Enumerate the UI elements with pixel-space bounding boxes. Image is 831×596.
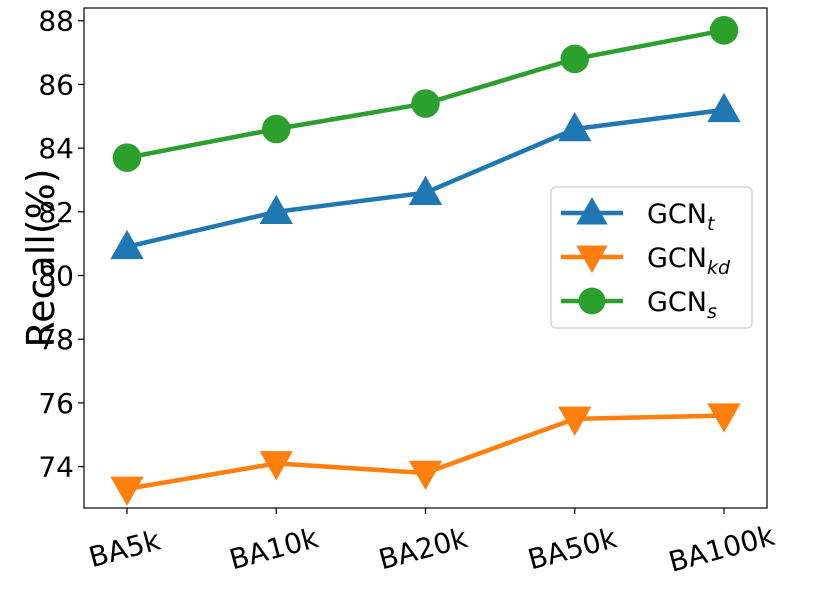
x-tick-label: BA5k (85, 523, 164, 574)
legend-label: GCNt (647, 199, 716, 235)
legend-marker (578, 287, 606, 315)
series-layer (110, 16, 741, 506)
x-tick-label: BA20k (375, 521, 471, 576)
legend-marker (576, 245, 608, 273)
y-tick-label: 84 (38, 132, 74, 165)
data-point-gcn-t (259, 194, 293, 225)
x-tick-labels: BA5k BA10k BA20k BA50k BA100k (85, 519, 778, 579)
data-point-gcn-s (261, 114, 291, 144)
x-tick-label: BA100k (665, 519, 779, 579)
data-point-gcn-t (408, 175, 443, 205)
y-tick-label: 86 (38, 68, 74, 101)
data-point-gcn-t (707, 92, 741, 123)
y-tick-label: 88 (38, 5, 74, 38)
y-tick-label: 76 (38, 387, 74, 420)
y-tick-labels: 74 76 78 80 82 84 86 88 (38, 5, 74, 484)
data-point-gcn-s (560, 44, 590, 74)
y-tick-label: 78 (38, 323, 74, 356)
legend-marker (576, 197, 608, 225)
x-tick-marks (126, 508, 725, 514)
y-tick-marks (78, 20, 84, 468)
y-tick-label: 82 (38, 196, 74, 229)
legend: GCNt GCNkd GCNs (550, 186, 753, 329)
y-tick-label: 74 (38, 451, 74, 484)
plot-frame (83, 7, 768, 509)
legend-label: GCNs (647, 287, 717, 323)
data-point-gcn-kd (110, 476, 144, 506)
data-point-gcn-s (112, 143, 142, 172)
data-point-gcn-t (110, 229, 144, 260)
y-tick-label: 80 (38, 260, 74, 293)
data-point-gcn-kd (408, 460, 443, 490)
x-tick-label: BA10k (226, 521, 322, 576)
legend-label: GCNkd (647, 243, 731, 279)
data-point-gcn-kd (558, 406, 592, 436)
data-point-gcn-kd (707, 403, 741, 433)
y-axis-label: Recall(%) (19, 168, 63, 347)
x-tick-label: BA50k (524, 521, 620, 576)
data-point-gcn-kd (259, 451, 293, 481)
data-point-gcn-s (411, 89, 440, 118)
data-point-gcn-s (709, 16, 739, 45)
data-point-gcn-t (558, 112, 592, 142)
